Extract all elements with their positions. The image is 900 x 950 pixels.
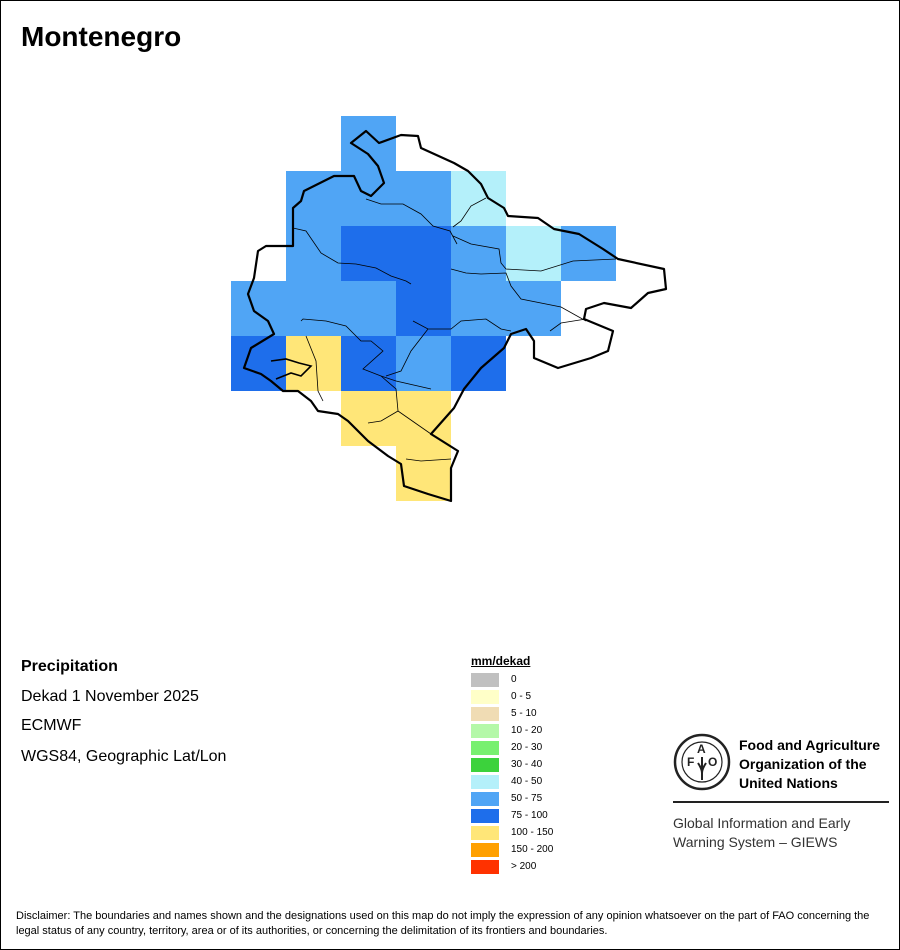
- admin-boundary: [405, 458, 452, 462]
- grid-cell: [451, 336, 506, 391]
- legend: mm/dekad 0 0 - 5 5 - 10 10 - 20 20 - 30 30 - …: [471, 654, 553, 875]
- grid-cell: [286, 226, 341, 281]
- grid-cell: [451, 226, 506, 281]
- legend-swatch: [471, 859, 499, 874]
- legend-label: 0 - 5: [511, 691, 532, 702]
- legend-swatch: [471, 689, 499, 704]
- admin-boundary: [549, 318, 587, 332]
- admin-boundary: [452, 197, 487, 228]
- grid-cell: [231, 281, 286, 336]
- giews-line: Warning System – GIEWS: [673, 834, 838, 850]
- legend-swatch: [471, 808, 499, 823]
- country-outline: [242, 129, 668, 503]
- legend-swatch: [471, 791, 499, 806]
- fao-name-line: United Nations: [739, 775, 838, 791]
- admin-boundary: [300, 318, 432, 390]
- legend-swatch: [471, 706, 499, 721]
- precipitation-grid: [231, 116, 616, 501]
- admin-boundaries: [292, 197, 617, 462]
- projection-label: WGS84, Geographic Lat/Lon: [21, 748, 227, 765]
- logo-divider: [673, 801, 889, 803]
- legend-label: 50 - 75: [511, 793, 543, 804]
- grid-cell: [341, 281, 396, 336]
- grid-cell: [341, 171, 396, 226]
- grid-cell: [451, 171, 506, 226]
- fao-name-line: Food and Agriculture: [739, 737, 881, 753]
- source-label: ECMWF: [21, 717, 82, 734]
- legend-item: 5 - 10: [471, 705, 553, 722]
- legend-item: 150 - 200: [471, 841, 553, 858]
- giews-line: Global Information and Early: [673, 815, 851, 831]
- grid-cell: [396, 171, 451, 226]
- admin-boundary: [450, 268, 587, 322]
- fao-name: Food and Agriculture Organization of the…: [739, 736, 880, 793]
- grid-cell: [506, 281, 561, 336]
- fao-emblem-icon: F A O: [673, 733, 731, 791]
- svg-text:O: O: [708, 755, 717, 769]
- grid-cell: [506, 226, 561, 281]
- variable-label: Precipitation: [21, 658, 118, 675]
- map-title: Montenegro: [21, 21, 182, 52]
- legend-item: 0: [471, 671, 553, 688]
- legend-item: 40 - 50: [471, 773, 553, 790]
- legend-label: 10 - 20: [511, 725, 543, 736]
- fao-name-line: Organization of the: [739, 756, 867, 772]
- grid-cell: [341, 226, 396, 281]
- legend-label: 75 - 100: [511, 810, 548, 821]
- legend-swatch: [471, 774, 499, 789]
- legend-item: 30 - 40: [471, 756, 553, 773]
- period-label: Dekad 1 November 2025: [21, 688, 199, 705]
- legend-item: > 200: [471, 858, 553, 875]
- legend-swatch: [471, 825, 499, 840]
- legend-swatch: [471, 740, 499, 755]
- legend-label: 5 - 10: [511, 708, 537, 719]
- grid-cell: [396, 226, 451, 281]
- legend-label: 0: [511, 674, 517, 685]
- legend-swatch: [471, 672, 499, 687]
- grid-cell: [286, 171, 341, 226]
- grid-cell: [561, 226, 616, 281]
- legend-title: mm/dekad: [471, 654, 531, 668]
- legend-item: 50 - 75: [471, 790, 553, 807]
- grid-cell: [231, 336, 286, 391]
- grid-cell: [341, 391, 396, 446]
- legend-label: 100 - 150: [511, 827, 554, 838]
- grid-cell: [341, 116, 396, 171]
- admin-boundary: [452, 235, 617, 272]
- admin-boundary: [365, 198, 458, 245]
- legend-item: 75 - 100: [471, 807, 553, 824]
- lake-shore: [270, 358, 313, 380]
- legend-label: 150 - 200: [511, 844, 554, 855]
- legend-item: 10 - 20: [471, 722, 553, 739]
- admin-boundary: [385, 328, 429, 377]
- admin-boundary: [292, 227, 412, 285]
- legend-item: 100 - 150: [471, 824, 553, 841]
- legend-swatch: [471, 723, 499, 738]
- legend-label: > 200: [511, 861, 537, 872]
- admin-boundary: [305, 335, 324, 402]
- svg-text:F: F: [687, 755, 694, 769]
- disclaimer: Disclaimer: The boundaries and names sho…: [16, 910, 870, 937]
- grid-cell: [286, 281, 341, 336]
- grid-cell: [396, 281, 451, 336]
- grid-cell: [286, 336, 341, 391]
- legend-label: 30 - 40: [511, 759, 543, 770]
- legend-swatch: [471, 757, 499, 772]
- admin-boundary: [397, 410, 432, 435]
- giews-name: Global Information and Early Warning Sys…: [673, 814, 850, 852]
- svg-text:A: A: [697, 742, 706, 756]
- legend-label: 40 - 50: [511, 776, 543, 787]
- legend-swatch: [471, 842, 499, 857]
- grid-cell: [341, 336, 396, 391]
- grid-cell: [451, 281, 506, 336]
- grid-cell: [396, 391, 451, 446]
- legend-label: 20 - 30: [511, 742, 543, 753]
- legend-item: 20 - 30: [471, 739, 553, 756]
- legend-item: 0 - 5: [471, 688, 553, 705]
